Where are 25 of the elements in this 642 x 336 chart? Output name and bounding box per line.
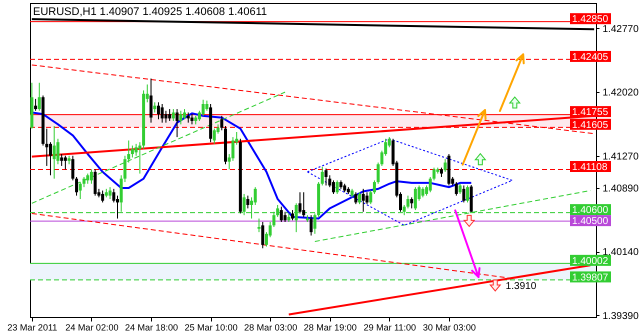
price-tag: 1.39807 xyxy=(570,271,611,284)
x-tick-label: 24 Mar 18:00 xyxy=(124,322,178,332)
x-tick-label: 29 Mar 11:00 xyxy=(364,322,416,332)
chart-title: EURUSD,H1 1.40907 1.40925 1.40608 1.40611 xyxy=(33,6,268,18)
price-tag: 1.40600 xyxy=(570,204,611,216)
y-tick-label: 1.42020 xyxy=(602,88,640,99)
ref-line-label: 1.41108 xyxy=(572,162,608,174)
price-tag: 1.40500 xyxy=(570,215,611,228)
x-tick-label: 28 Mar 03:00 xyxy=(244,322,298,332)
price-tag: 1.42405 xyxy=(570,50,611,63)
x-tick-label: 25 Mar 10:00 xyxy=(184,322,238,332)
y-tick-label: 1.39390 xyxy=(602,310,640,322)
price-tag: 1.41755 xyxy=(570,106,611,118)
annotation: 1.3910 xyxy=(506,280,537,292)
x-tick-label: 23 Mar 2011 xyxy=(7,322,58,332)
x-tick-label: 28 Mar 19:00 xyxy=(304,322,357,332)
x-tick-label: 30 Mar 03:00 xyxy=(422,322,476,332)
price-tag: 1.41108 xyxy=(570,161,611,173)
price-tag: 1.41605 xyxy=(570,118,611,131)
x-tick-label: 24 Mar 02:00 xyxy=(65,322,118,332)
price-tag: 1.40002 xyxy=(570,254,611,267)
y-tick-label: 1.42770 xyxy=(602,24,640,35)
y-tick-label: 1.41270 xyxy=(602,151,640,162)
price-tag: 1.42850 xyxy=(570,13,611,26)
y-tick-label: 1.40890 xyxy=(602,184,640,195)
